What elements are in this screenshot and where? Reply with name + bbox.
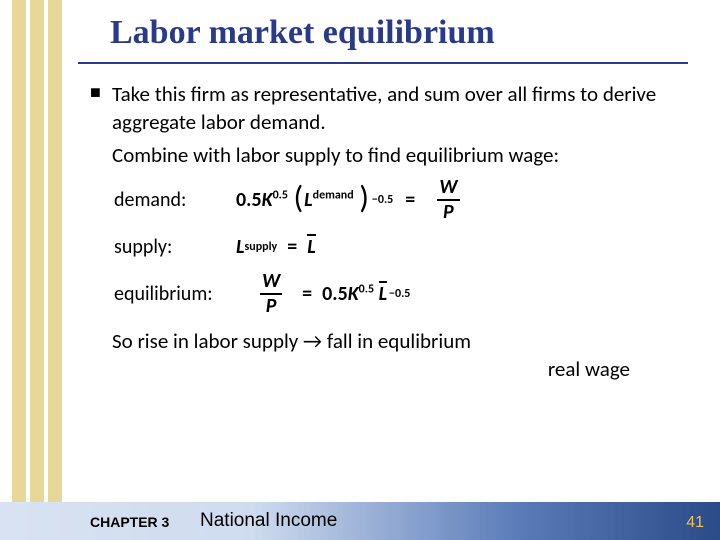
conclusion-line-2: real wage [112, 355, 690, 383]
stripe [48, 0, 62, 540]
equation-label: equilibrium: [114, 281, 238, 308]
slide-content: ■ Take this firm as representative, and … [90, 80, 690, 384]
chapter-label: CHAPTER 3 [90, 514, 169, 530]
bullet-item: ■ Take this firm as representative, and … [90, 80, 690, 137]
equation-label: demand: [114, 187, 224, 214]
equation-supply: supply: Lsupply = L [114, 233, 690, 261]
page-number: 41 [686, 514, 704, 532]
equation-equilibrium: equilibrium: W P = 0.5K0.5 L−0.5 [114, 271, 690, 317]
conclusion: So rise in labor supply → fall in equlib… [112, 327, 690, 384]
bullet-square-icon: ■ [90, 80, 112, 137]
conclusion-line-1: So rise in labor supply → fall in equlib… [112, 327, 690, 355]
paragraph: Combine with labor supply to find equili… [112, 141, 690, 169]
title-underline [78, 62, 688, 64]
bullet-text: Take this firm as representative, and su… [112, 80, 690, 137]
slide-title: Labor market equilibrium [110, 14, 495, 52]
equation-demand: demand: 0.5K0.5 ( Ldemand ) −0.5 = W P [114, 177, 690, 223]
left-decorative-stripes [0, 0, 72, 540]
stripe [12, 0, 26, 540]
equation-label: supply: [114, 234, 224, 261]
stripe [30, 0, 44, 540]
chapter-title: National Income [200, 510, 337, 532]
